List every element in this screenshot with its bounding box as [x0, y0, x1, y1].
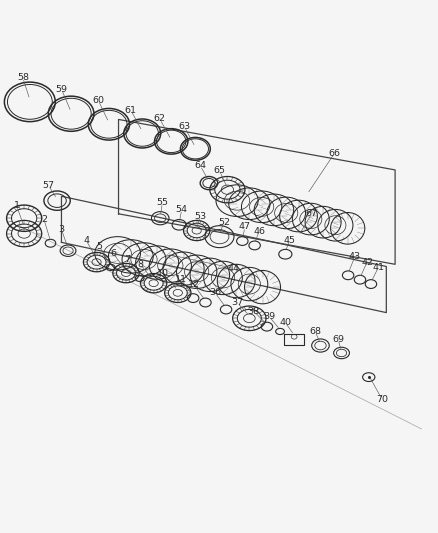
Text: 60: 60 [92, 96, 104, 105]
Text: 40: 40 [279, 318, 291, 327]
Text: 8: 8 [137, 260, 143, 269]
Text: 42: 42 [360, 257, 372, 266]
Text: 52: 52 [217, 218, 230, 227]
Text: 7: 7 [124, 255, 130, 263]
Text: 41: 41 [371, 263, 384, 272]
Text: 61: 61 [124, 106, 137, 115]
Text: 58: 58 [17, 73, 29, 82]
Text: 54: 54 [175, 205, 187, 214]
Text: 46: 46 [252, 227, 265, 236]
Text: 53: 53 [194, 212, 206, 221]
Text: 44: 44 [227, 264, 239, 273]
Text: 65: 65 [213, 166, 225, 175]
Text: 47: 47 [238, 222, 251, 231]
Text: 66: 66 [328, 149, 340, 158]
Text: 36: 36 [208, 288, 221, 297]
Text: 45: 45 [283, 236, 295, 245]
Text: 43: 43 [348, 252, 360, 261]
Text: 39: 39 [263, 312, 275, 321]
Text: 55: 55 [156, 198, 168, 207]
Text: 59: 59 [55, 85, 67, 94]
Text: 67: 67 [305, 209, 317, 219]
Text: 68: 68 [308, 327, 321, 336]
Text: 70: 70 [375, 394, 387, 403]
Text: 6: 6 [110, 249, 116, 258]
Text: 3: 3 [58, 225, 64, 234]
Text: 2: 2 [41, 215, 47, 223]
Text: 63: 63 [178, 123, 190, 132]
Text: 12: 12 [187, 280, 200, 289]
Text: 1: 1 [14, 201, 20, 211]
Text: 5: 5 [96, 242, 102, 251]
Text: 62: 62 [153, 115, 166, 124]
Text: 57: 57 [42, 181, 54, 190]
Text: 64: 64 [194, 161, 206, 170]
Text: 37: 37 [230, 298, 243, 307]
Text: 4: 4 [83, 236, 89, 245]
Text: 10: 10 [156, 269, 168, 278]
Text: 11: 11 [174, 275, 187, 284]
Text: 69: 69 [331, 335, 343, 344]
Text: 38: 38 [247, 307, 259, 316]
